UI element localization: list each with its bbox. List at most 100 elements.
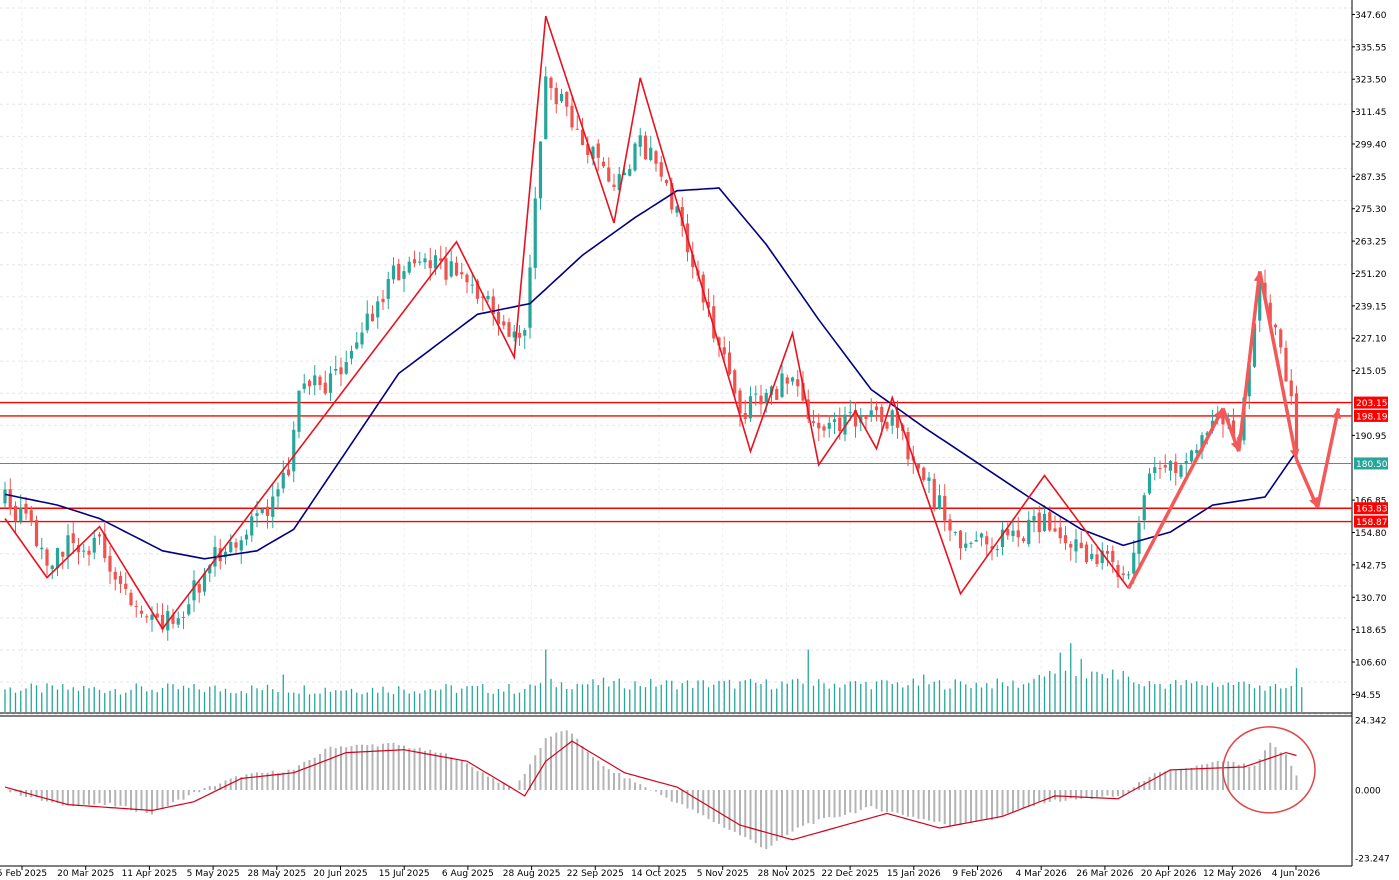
candle-body — [1079, 542, 1083, 549]
candle-body — [985, 536, 989, 545]
candle-body — [796, 379, 800, 387]
time-tick-label: 4 Jun 2026 — [1272, 869, 1321, 879]
candle — [134, 600, 138, 618]
candle-body — [1158, 468, 1162, 470]
candle-body — [496, 311, 501, 325]
candle — [1221, 411, 1225, 438]
candle-body — [76, 544, 81, 553]
candle — [869, 398, 873, 422]
candle-body — [885, 422, 889, 429]
candle-body — [580, 129, 585, 146]
candle-body — [706, 301, 711, 308]
candle — [890, 408, 894, 434]
candle — [680, 197, 684, 237]
candle — [302, 373, 306, 394]
price-tick-label: 190.95 — [1355, 432, 1387, 442]
candle-body — [649, 147, 653, 161]
candle-body — [19, 507, 23, 522]
candle — [339, 357, 343, 386]
candle-body — [664, 179, 669, 184]
candle — [97, 532, 102, 545]
candle — [55, 547, 60, 576]
candle-body — [565, 91, 569, 107]
candle — [502, 315, 506, 330]
candle-body — [1095, 554, 1099, 565]
price-tick-label: 130.70 — [1355, 594, 1387, 604]
time-tick-label: 14 Oct 2025 — [631, 869, 687, 879]
candle — [664, 179, 669, 187]
candle-body — [339, 367, 343, 375]
grid-lines — [0, 0, 1352, 715]
candle — [187, 595, 191, 617]
oscillator-tick-label: 0.000 — [1355, 787, 1381, 797]
candle — [1189, 449, 1194, 464]
candle-body — [103, 533, 107, 559]
candle-body — [276, 489, 280, 497]
candle — [45, 547, 49, 576]
candle — [265, 499, 270, 529]
candle — [811, 409, 816, 427]
candle — [654, 149, 658, 172]
candle-body — [1000, 529, 1005, 548]
candle — [1032, 507, 1036, 533]
candle-body — [1247, 365, 1251, 397]
candle-body — [334, 368, 338, 371]
candle — [76, 537, 81, 565]
candle — [412, 250, 417, 268]
candle-body — [307, 380, 312, 387]
candle — [738, 387, 742, 427]
candle — [145, 614, 149, 624]
price-levels — [0, 401, 1352, 523]
candle — [402, 265, 406, 293]
projection-arrow — [1294, 458, 1320, 509]
candle-body — [465, 274, 469, 283]
arrow-shaft — [1126, 407, 1225, 590]
candle — [1126, 571, 1131, 580]
candle — [906, 427, 910, 467]
candle-body — [675, 206, 679, 213]
candle-body — [1105, 551, 1110, 554]
candle — [29, 505, 33, 527]
candle — [66, 524, 70, 570]
candle-body — [832, 419, 837, 423]
candle — [974, 531, 978, 542]
price-level-label-bg — [1354, 502, 1388, 515]
candle — [822, 424, 826, 438]
candle — [491, 288, 495, 326]
candle-body — [139, 610, 144, 614]
candle-body — [491, 296, 495, 314]
zigzag-line — [4, 15, 1130, 631]
price-tick-label: 323.50 — [1355, 76, 1387, 86]
candle — [439, 245, 443, 270]
candle — [1279, 328, 1283, 354]
candle-body — [937, 495, 942, 510]
candle — [318, 374, 322, 391]
candle — [964, 532, 968, 552]
price-level-label: 203.15 — [1356, 399, 1388, 409]
time-tick-label: 9 Feb 2026 — [952, 869, 1003, 879]
candle — [985, 531, 989, 558]
time-tick-label: 5 Feb 2025 — [0, 869, 47, 879]
candle — [465, 272, 469, 294]
candle — [92, 529, 96, 560]
candle-body — [570, 105, 574, 128]
candle — [276, 482, 280, 510]
price-axis-labels: 347.60 335.55 323.50 311.45 299.40 287.35 275.… — [1352, 11, 1388, 701]
candle — [1168, 460, 1173, 481]
candle — [559, 88, 564, 104]
candle — [13, 501, 18, 534]
candle-body — [8, 489, 12, 510]
candle — [24, 496, 28, 520]
candle-body — [129, 592, 133, 606]
candle — [244, 529, 249, 546]
candle-body — [1179, 465, 1183, 477]
candle — [323, 370, 327, 396]
candle — [780, 363, 784, 399]
candle — [922, 466, 926, 482]
candle-body — [418, 261, 422, 263]
candle-body — [1147, 473, 1152, 494]
candle — [454, 256, 459, 277]
candle — [281, 460, 285, 494]
candle-body — [1069, 544, 1073, 548]
